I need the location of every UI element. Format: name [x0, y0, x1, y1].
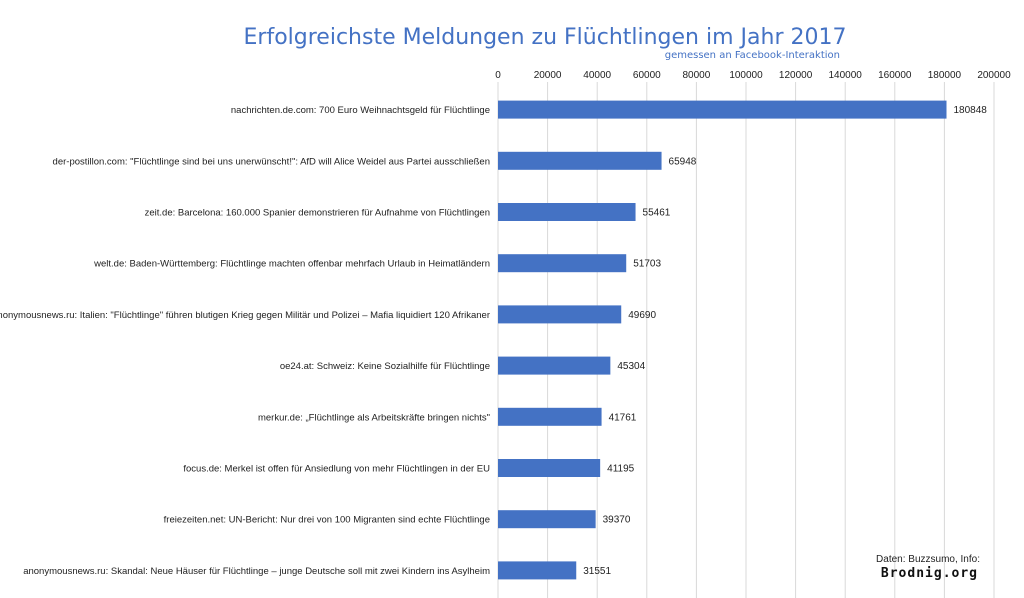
x-tick-label: 140000 — [829, 70, 863, 81]
bar — [498, 510, 596, 529]
data-label: 65948 — [669, 156, 697, 167]
x-tick-label: 120000 — [779, 70, 813, 81]
chart-subtitle: gemessen an Facebook-Interaktion — [665, 50, 840, 61]
bars — [498, 100, 947, 580]
bar — [498, 407, 602, 426]
data-label: 41195 — [607, 464, 635, 475]
category-label: freiezeiten.net: UN-Bericht: Nur drei vo… — [164, 515, 490, 526]
bar — [498, 459, 601, 477]
data-label: 31551 — [583, 566, 611, 577]
data-label: 39370 — [603, 515, 631, 526]
data-label: 45304 — [617, 361, 645, 372]
x-tick-label: 100000 — [729, 70, 763, 81]
bar — [498, 561, 577, 580]
x-tick-label: 20000 — [534, 70, 562, 81]
category-label: welt.de: Baden-Württemberg: Flüchtlinge … — [93, 259, 490, 270]
category-label: merkur.de: „Flüchtlinge als Arbeitskräft… — [258, 412, 490, 423]
category-label: zeit.de: Barcelona: 160.000 Spanier demo… — [145, 208, 490, 219]
x-tick-label: 80000 — [682, 70, 710, 81]
category-label: der-postillon.com: "Flüchtlinge sind bei… — [53, 156, 490, 167]
data-label: 41761 — [609, 412, 637, 423]
bar — [498, 100, 947, 119]
category-labels: nachrichten.de.com: 700 Euro Weihnachtsg… — [0, 105, 490, 577]
bar — [498, 254, 627, 273]
category-label: nachrichten.de.com: 700 Euro Weihnachtsg… — [231, 105, 490, 116]
x-tick-label: 160000 — [878, 70, 912, 81]
data-label: 49690 — [628, 310, 656, 321]
x-tick-label: 40000 — [583, 70, 611, 81]
x-tick-label: 60000 — [633, 70, 661, 81]
category-label: focus.de: Merkel ist offen für Ansiedlun… — [183, 464, 490, 475]
brand-logo: Brodnig.org — [881, 566, 978, 581]
bar — [498, 356, 611, 375]
data-label: 180848 — [954, 105, 988, 116]
bar — [498, 203, 636, 221]
data-label: 51703 — [633, 259, 661, 270]
x-tick-label: 0 — [495, 70, 501, 81]
category-label: oe24.at: Schweiz: Keine Sozialhilfe für … — [280, 361, 490, 372]
data-labels: 180848 65948 55461 51703 49690 45304 41761 4119… — [583, 105, 987, 577]
x-tick-label: 200000 — [977, 70, 1011, 81]
x-axis-ticks: 0 20000 40000 60000 80000 100000 120000 140000 1… — [495, 70, 1011, 81]
source-credit: Daten: Buzzsumo, Info: — [876, 554, 980, 565]
bar — [498, 305, 622, 324]
x-tick-label: 180000 — [928, 70, 962, 81]
data-label: 55461 — [643, 208, 671, 219]
category-label: anonymousnews.ru: Italien: "Flüchtlinge"… — [0, 310, 490, 321]
chart-title: Erfolgreichste Meldungen zu Flüchtlingen… — [244, 25, 847, 50]
bar — [498, 151, 662, 170]
category-label: anonymousnews.ru: Skandal: Neue Häuser f… — [23, 566, 490, 577]
